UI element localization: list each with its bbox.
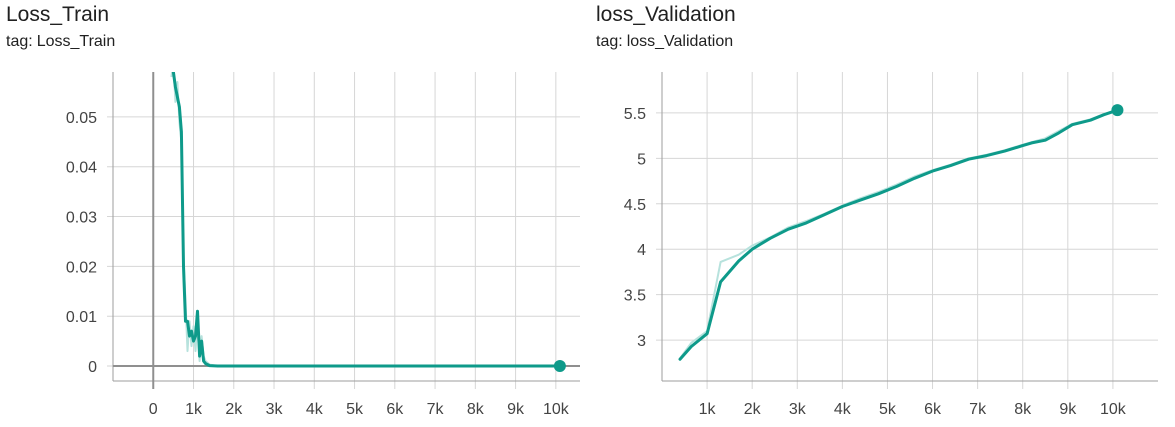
series-line: [171, 72, 562, 368]
chart-tag: tag: Loss_Train: [6, 33, 115, 51]
last-point-marker: [1111, 104, 1124, 117]
x-tick-label: 3k: [266, 401, 284, 418]
tag-prefix: tag:: [596, 33, 623, 50]
x-tick-label: 7k: [969, 401, 987, 418]
x-tick-label: 9k: [1059, 401, 1077, 418]
plot-area: [678, 108, 1119, 361]
raw-series-line: [679, 108, 1118, 359]
y-tick-label: 4: [637, 242, 646, 259]
loss-train-plot[interactable]: 0 1k 2k 3k 4k 5k 6k 7k 8k 9k 10k 0 0.01 0.02 0.03 0.04 0…: [0, 0, 580, 427]
x-tick-label: 2k: [744, 401, 762, 418]
x-tick-label: 9k: [507, 401, 525, 418]
tag-value: Loss_Train: [36, 33, 116, 50]
y-tick-label: 0.03: [66, 210, 97, 227]
y-tick-label: 5: [637, 151, 646, 168]
plot-area: [170, 72, 562, 368]
x-tick-label: 2k: [225, 401, 243, 418]
y-tick-label: 3.5: [624, 288, 646, 305]
x-tick-label: 8k: [467, 401, 485, 418]
x-tick-label: 8k: [1014, 401, 1032, 418]
x-tick-label: 10k: [543, 401, 570, 418]
x-tick-label: 0: [149, 401, 158, 418]
chart-panel-loss-validation: loss_Validation tag: loss_Validation 1k 2k…: [590, 0, 1170, 427]
x-tick-label: 6k: [386, 401, 404, 418]
x-tick-label: 6k: [924, 401, 942, 418]
y-tick-label: 0.04: [66, 160, 97, 177]
x-tick-label: 1k: [699, 401, 717, 418]
y-tick-label: 4.5: [624, 197, 646, 214]
chart-tag: tag: loss_Validation: [596, 33, 733, 51]
x-tick-label: 4k: [834, 401, 852, 418]
y-tick-label: 3: [637, 333, 646, 350]
y-tick-label: 0: [88, 359, 97, 376]
y-tick-label: 5.5: [624, 106, 646, 123]
x-tick-label: 1k: [185, 401, 203, 418]
tag-value: loss_Validation: [626, 33, 734, 50]
chart-panel-loss-train: Loss_Train tag: Loss_Train 0 1k 2k 3k 4k 5k 6k 7…: [0, 0, 580, 427]
chart-title: loss_Validation: [596, 3, 736, 26]
last-point-marker: [553, 360, 566, 373]
chart-title: Loss_Train: [6, 3, 110, 26]
x-tick-label: 5k: [346, 401, 364, 418]
tag-prefix: tag:: [6, 33, 33, 50]
x-tick-label: 7k: [427, 401, 445, 418]
loss-validation-plot[interactable]: 1k 2k 3k 4k 5k 6k 7k 8k 9k 10k 3 3.5 4 4.5 5 5.5: [590, 0, 1170, 427]
x-tick-label: 10k: [1100, 401, 1127, 418]
y-tick-label: 0.01: [66, 309, 97, 326]
x-tick-label: 4k: [306, 401, 324, 418]
x-tick-label: 5k: [879, 401, 897, 418]
series-line: [678, 108, 1119, 361]
y-tick-label: 0.02: [66, 259, 97, 276]
x-tick-label: 3k: [789, 401, 807, 418]
y-tick-label: 0.05: [66, 110, 97, 127]
